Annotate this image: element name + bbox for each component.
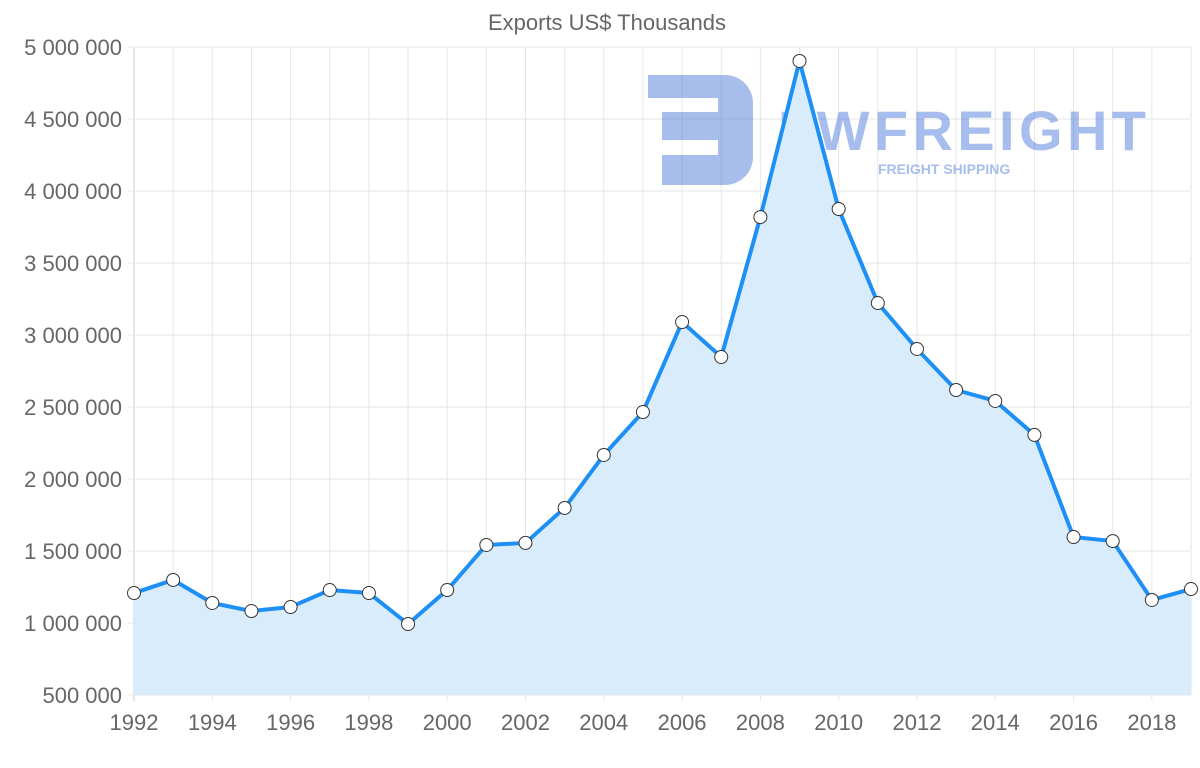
- y-tick-label: 4 000 000: [24, 179, 122, 204]
- data-point: [1184, 582, 1198, 597]
- data-point: [1144, 592, 1159, 607]
- data-point: [753, 210, 768, 225]
- data-point: [283, 600, 298, 615]
- svg-text:FREIGHT SHIPPING: FREIGHT SHIPPING: [878, 161, 1010, 177]
- data-point: [244, 604, 259, 619]
- x-tick-label: 2002: [501, 710, 550, 735]
- y-tick-label: 4 500 000: [24, 107, 122, 132]
- chart-title: Exports US$ Thousands: [488, 10, 726, 35]
- y-tick-label: 2 500 000: [24, 395, 122, 420]
- x-tick-label: 2018: [1127, 710, 1176, 735]
- data-point: [166, 572, 181, 587]
- data-point: [440, 583, 455, 598]
- data-point: [127, 586, 141, 601]
- y-tick-label: 3 000 000: [24, 323, 122, 348]
- x-tick-label: 2006: [658, 710, 707, 735]
- y-tick-label: 1 500 000: [24, 539, 122, 564]
- data-point: [714, 350, 729, 365]
- data-point: [518, 535, 533, 550]
- series: [127, 53, 1198, 695]
- data-point: [675, 315, 690, 330]
- x-tick-label: 2016: [1049, 710, 1098, 735]
- x-tick-label: 2004: [579, 710, 628, 735]
- data-point: [831, 202, 846, 216]
- x-axis: 1992 1994 1996 1998 2000 2002 2004 2006 2008 2010…: [110, 710, 1177, 735]
- series-line: [133, 58, 1192, 627]
- x-tick-label: 1996: [266, 710, 315, 735]
- y-tick-label: 500 000: [42, 683, 122, 708]
- x-tick-label: 2012: [892, 710, 941, 735]
- data-point: [1027, 427, 1042, 442]
- data-point: [361, 586, 376, 601]
- data-point: [635, 405, 650, 420]
- y-tick-label: 2 000 000: [24, 467, 122, 492]
- data-point: [1066, 530, 1081, 545]
- data-point: [401, 617, 416, 632]
- data-point: [557, 500, 572, 515]
- x-tick-label: 1992: [110, 710, 159, 735]
- y-axis: 500 000 1 000 000 1 500 000 2 000 000 2 500 …: [24, 35, 122, 708]
- data-point: [949, 383, 964, 398]
- data-point: [479, 537, 494, 552]
- watermark-logo: FWFREIGHT FREIGHT SHIPPING: [648, 75, 1146, 185]
- svg-text:FWFREIGHT: FWFREIGHT: [778, 99, 1146, 162]
- series-area: [134, 60, 1191, 695]
- x-tick-label: 2014: [971, 710, 1020, 735]
- x-tick-label: 2010: [814, 710, 863, 735]
- data-point: [1105, 534, 1120, 549]
- data-point: [909, 341, 924, 356]
- data-point: [205, 595, 220, 610]
- data-point: [792, 53, 807, 68]
- y-tick-label: 5 000 000: [24, 35, 122, 60]
- y-tick-label: 1 000 000: [24, 611, 122, 636]
- x-tick-label: 1998: [344, 710, 393, 735]
- data-point: [322, 583, 337, 598]
- x-tick-label: 1994: [188, 710, 237, 735]
- data-point: [596, 447, 611, 462]
- x-tick-label: 2000: [423, 710, 472, 735]
- data-point: [870, 296, 885, 311]
- x-tick-label: 2008: [736, 710, 785, 735]
- data-point: [988, 393, 1003, 408]
- y-tick-label: 3 500 000: [24, 251, 122, 276]
